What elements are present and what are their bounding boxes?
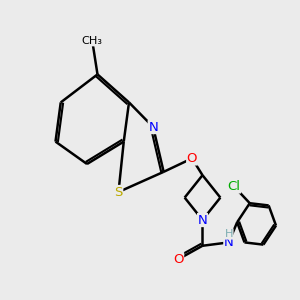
Text: S: S: [114, 185, 123, 199]
Text: N: N: [148, 121, 158, 134]
Text: H: H: [224, 229, 233, 239]
Text: CH₃: CH₃: [82, 36, 103, 46]
Text: N: N: [224, 236, 234, 249]
Text: O: O: [187, 152, 197, 165]
Text: O: O: [173, 253, 184, 266]
Text: Cl: Cl: [227, 180, 241, 193]
Text: N: N: [198, 214, 207, 226]
